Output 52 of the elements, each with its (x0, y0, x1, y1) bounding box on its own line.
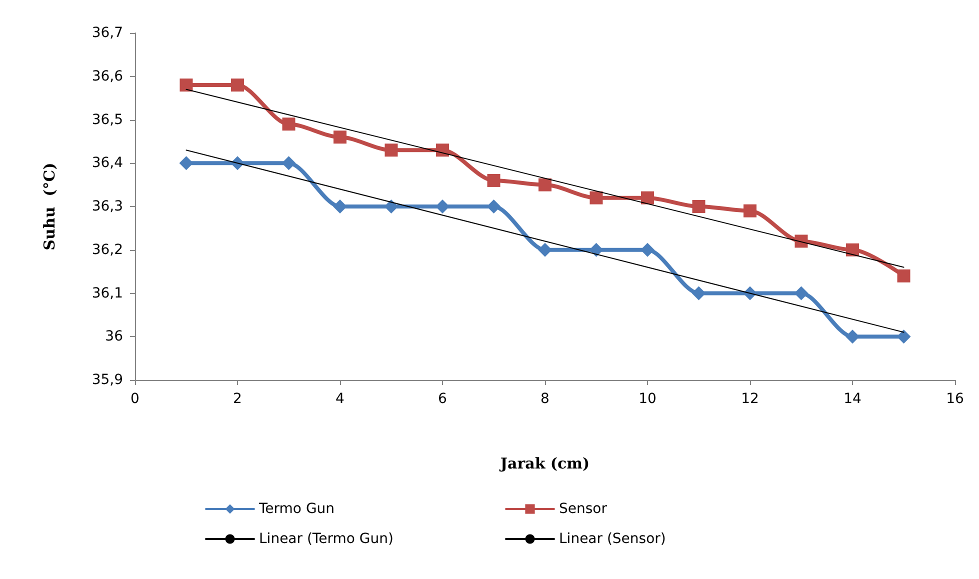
point (231, 78, 244, 92)
y-tick-label: 35,9 (92, 372, 123, 388)
x-tick-label: 12 (741, 391, 759, 407)
point (180, 78, 193, 92)
point (589, 242, 604, 257)
x-tick-label: 10 (638, 391, 656, 407)
point (794, 234, 808, 248)
point (846, 330, 860, 344)
point (897, 269, 910, 282)
y-tick-label: 36,6 (92, 68, 124, 84)
legend-label: Linear (Termo Gun) (259, 531, 394, 547)
point (538, 178, 552, 192)
point (692, 286, 706, 300)
y-tick-label: 36,7 (92, 25, 123, 41)
point (538, 242, 552, 257)
point (179, 156, 194, 170)
x-tick-label: 6 (438, 391, 448, 407)
point (896, 330, 911, 344)
point (640, 242, 654, 257)
point (384, 200, 398, 214)
point (282, 118, 296, 131)
point (282, 156, 296, 170)
legend-label: Linear (Sensor) (559, 531, 666, 547)
y-tick-label: 36 (105, 328, 124, 345)
y-axis-title: Suhu (°C) (40, 162, 58, 250)
point (692, 200, 706, 213)
x-tick-label: 8 (540, 391, 550, 407)
y-tick-label: 36,4 (92, 155, 124, 172)
point (334, 130, 346, 144)
x-axis-title: Jarak (cm) (498, 454, 590, 472)
point (436, 200, 450, 214)
point (487, 174, 500, 187)
x-tick-label: 4 (336, 391, 345, 407)
x-tick-label: 16 (946, 391, 964, 407)
point (486, 200, 501, 214)
point (436, 144, 449, 157)
point (846, 243, 859, 256)
y-tick-label: 36,1 (92, 285, 123, 302)
x-tick-label: 2 (233, 391, 242, 407)
x-tick-label: 0 (130, 391, 140, 407)
point (590, 191, 603, 204)
point (794, 286, 808, 300)
y-tick-label: 36,5 (92, 112, 123, 128)
point (384, 144, 398, 157)
point (333, 200, 347, 214)
y-tick-label: 36,3 (92, 198, 123, 214)
y-tick-label: 36,2 (92, 242, 123, 258)
legend-label: Termo Gun (258, 501, 335, 517)
legend-label: Sensor (559, 501, 608, 517)
x-tick-label: 14 (844, 391, 862, 407)
point (641, 191, 654, 204)
point (744, 204, 756, 218)
